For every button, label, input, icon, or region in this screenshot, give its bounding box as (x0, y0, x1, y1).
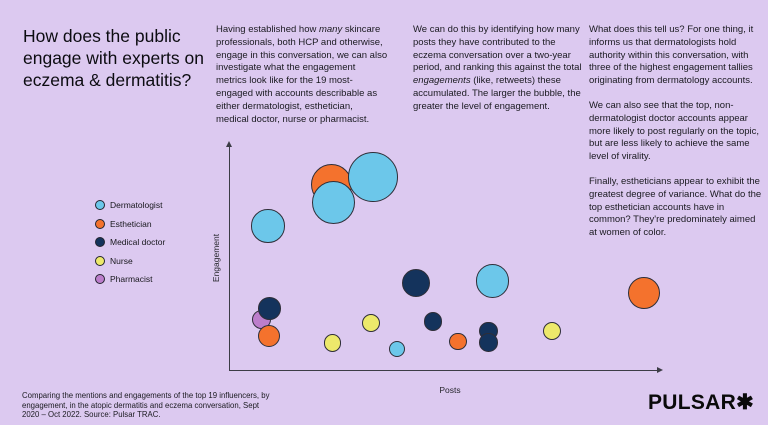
page-title: How does the public engage with experts … (23, 25, 204, 90)
x-axis-arrow-icon (657, 367, 663, 373)
text-column-2: We can do this by identifying how many p… (413, 24, 583, 126)
chart-legend: Dermatologist Esthetician Medical doctor… (95, 200, 165, 284)
legend-item-medical-doctor: Medical doctor (95, 237, 165, 247)
bubble-esthetician (449, 332, 467, 351)
legend-item-dermatologist: Dermatologist (95, 200, 165, 210)
bubble-dermatologist (388, 341, 405, 358)
x-axis-line (229, 370, 658, 371)
bubble-dermatologist (251, 209, 285, 243)
legend-item-esthetician: Esthetician (95, 218, 165, 229)
paragraph: Finally, estheticians appear to exhibit … (589, 175, 762, 239)
legend-item-nurse: Nurse (95, 255, 165, 266)
x-axis-label: Posts (439, 385, 461, 395)
plot-area (229, 146, 661, 370)
bubble-nurse (323, 334, 341, 352)
legend-label: Pharmacist (110, 274, 153, 284)
legend-label: Esthetician (110, 218, 152, 229)
legend-label: Nurse (110, 255, 133, 266)
esthetician-marker-icon (95, 218, 105, 229)
pharmacist-marker-icon (95, 274, 105, 284)
legend-label: Dermatologist (110, 200, 163, 210)
paragraph: What does this tell us? For one thing, i… (589, 24, 754, 87)
bubble-dermatologist (348, 152, 399, 203)
legend-item-pharmacist: Pharmacist (95, 274, 165, 284)
y-axis-line (229, 147, 230, 370)
paragraph: Having established how many skincare pro… (216, 24, 388, 125)
y-axis-label: Engagement (211, 233, 221, 283)
text-column-3: What does this tell us? For one thing, i… (589, 24, 762, 252)
bubble-medical-doctor (401, 269, 430, 298)
text-column-1: Having established how many skincare pro… (216, 24, 388, 138)
bubble-medical-doctor (258, 297, 281, 320)
bubble-nurse (542, 321, 562, 341)
paragraph: We can also see that the top, non-dermat… (589, 99, 760, 163)
bubble-esthetician (628, 276, 661, 309)
dermatologist-marker-icon (95, 200, 105, 210)
paragraph: We can do this by identifying how many p… (413, 24, 582, 112)
medical-doctor-marker-icon (95, 237, 105, 247)
source-footnote: Comparing the mentions and engagements o… (22, 391, 270, 420)
bubble-medical-doctor (423, 312, 443, 331)
nurse-marker-icon (95, 255, 105, 266)
bubble-medical-doctor (479, 333, 498, 352)
asterisk-icon: ✱ (736, 391, 754, 414)
bubble-esthetician (257, 325, 280, 348)
y-axis-arrow-icon (226, 141, 232, 147)
bubble-dermatologist (475, 264, 510, 298)
pulsar-logo: PULSAR✱ (647, 391, 754, 414)
bubble-nurse (361, 313, 380, 332)
bubble-dermatologist (311, 180, 356, 224)
legend-label: Medical doctor (110, 237, 166, 247)
